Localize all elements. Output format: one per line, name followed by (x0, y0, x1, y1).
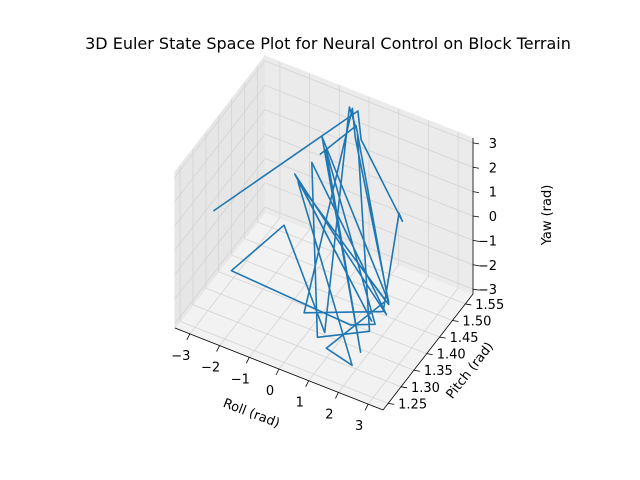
y-tick-label: 1.50 (462, 315, 491, 330)
series-line (212, 106, 404, 367)
y-tick-label: 1.40 (437, 348, 466, 363)
z-tick (472, 191, 480, 194)
grid-line-x (219, 73, 311, 346)
grid-line-z (174, 109, 474, 226)
z-tick (472, 142, 480, 145)
x-tick-label: 1 (296, 396, 304, 411)
grid-line-x (338, 120, 429, 393)
y-tick-label: 1.55 (475, 298, 504, 313)
x-tick (245, 357, 250, 364)
grid-line-z (174, 182, 474, 300)
z-tick (472, 239, 480, 242)
x-tick (275, 368, 280, 376)
grid-line-y (256, 65, 466, 305)
z-tick-label: 2 (489, 161, 497, 176)
y-tick (439, 336, 446, 339)
grid-line-z (174, 60, 474, 178)
x-tick (216, 345, 220, 352)
x-axis-label: Roll (rad) (221, 396, 282, 431)
grid-lines (174, 60, 474, 405)
y-tick-label: 1.30 (411, 381, 440, 396)
grid-line-x (367, 132, 459, 405)
y-tick (388, 402, 395, 405)
y-tick (452, 320, 459, 322)
z-tick-label: −3 (478, 283, 497, 298)
z-tick (472, 288, 480, 291)
grid-line-y (192, 148, 402, 388)
grid-line-y (243, 82, 453, 321)
grid-line-x (308, 108, 400, 381)
grid-line-y (218, 115, 427, 355)
y-tick (400, 386, 408, 389)
z-tick-label: 3 (489, 137, 497, 152)
grid-line-y (205, 132, 415, 371)
grid-line-y (179, 165, 389, 404)
y-tick (426, 353, 433, 356)
z-tick (472, 264, 480, 267)
z-tick-label: 0 (489, 210, 497, 225)
grid-line-x (189, 61, 281, 335)
tick-marks (186, 142, 480, 411)
x-tick-label: −2 (201, 361, 220, 376)
x-tick-label: 0 (266, 384, 274, 399)
x-tick-label: 2 (325, 407, 333, 422)
grid-line-z (174, 84, 474, 202)
x-tick (305, 380, 310, 387)
tick-labels: −3−2−101231.251.301.351.401.451.501.55−3… (171, 137, 504, 434)
y-tick (465, 303, 472, 306)
z-tick (472, 166, 480, 169)
y-tick-label: 1.35 (424, 364, 453, 379)
y-axis-line (382, 293, 474, 411)
x-tick-label: 3 (355, 419, 363, 434)
z-tick-label: −1 (478, 234, 497, 249)
z-tick-label: −2 (478, 259, 497, 274)
plot-area (212, 106, 404, 367)
y-tick (413, 369, 420, 372)
x-tick-label: −1 (231, 372, 250, 387)
z-axis-label: Yaw (rad) (540, 185, 555, 247)
grid-line-z (174, 133, 474, 251)
z-tick-label: 1 (489, 186, 497, 201)
y-tick-label: 1.45 (450, 331, 479, 346)
grid-line-z (174, 206, 474, 324)
x-tick (364, 403, 369, 411)
x-tick-label: −3 (171, 349, 190, 364)
z-tick (472, 215, 480, 218)
grid-line-z (174, 157, 474, 275)
y-tick-label: 1.25 (398, 397, 427, 412)
x-tick (335, 392, 339, 399)
x-tick (186, 333, 191, 341)
chart-title: 3D Euler State Space Plot for Neural Con… (85, 34, 571, 53)
